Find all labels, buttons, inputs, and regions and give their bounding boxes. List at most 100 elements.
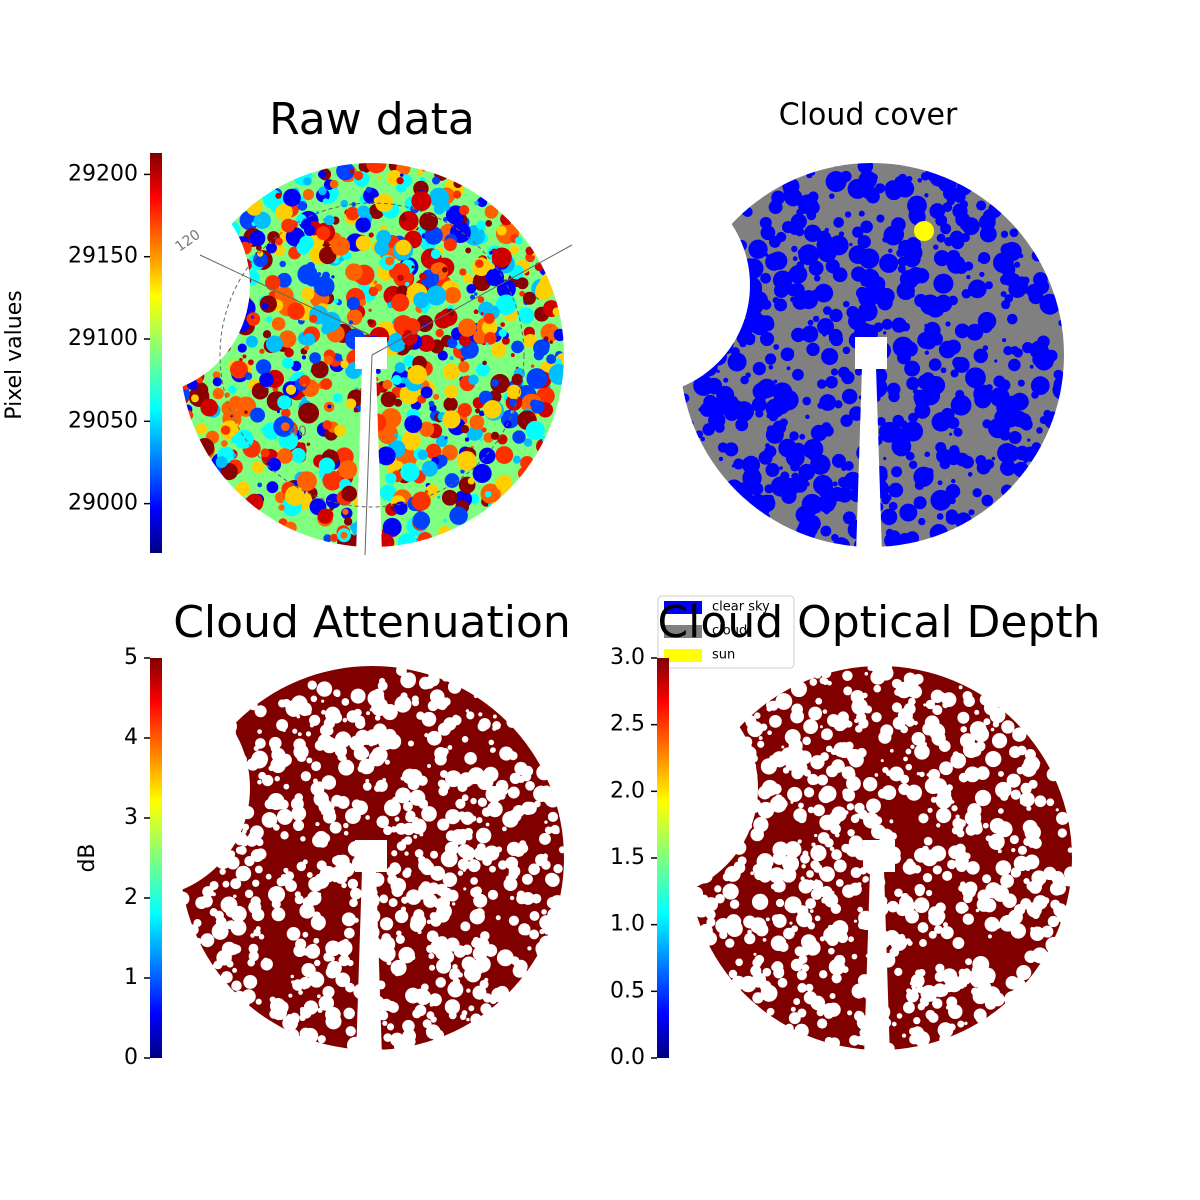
image-blob xyxy=(970,745,982,757)
image-blob xyxy=(257,779,262,785)
image-blob xyxy=(343,830,349,836)
image-blob xyxy=(998,808,1004,814)
image-blob xyxy=(490,747,496,753)
image-blob xyxy=(419,272,427,281)
image-blob xyxy=(481,807,492,817)
image-blob xyxy=(778,941,789,953)
image-blob xyxy=(363,335,384,357)
image-blob xyxy=(349,735,365,751)
image-blob xyxy=(740,375,749,385)
image-blob xyxy=(465,247,472,254)
image-blob xyxy=(181,878,188,885)
image-blob xyxy=(217,290,224,297)
image-blob xyxy=(820,667,832,679)
image-blob xyxy=(769,795,787,813)
image-blob xyxy=(262,330,272,339)
image-blob xyxy=(436,958,452,974)
image-blob xyxy=(535,940,552,957)
image-blob xyxy=(814,283,834,303)
image-blob xyxy=(818,788,833,804)
image-blob xyxy=(330,236,351,256)
image-blob xyxy=(824,227,829,233)
image-blob xyxy=(762,937,767,942)
image-blob xyxy=(445,809,461,825)
image-blob xyxy=(430,263,443,275)
image-blob xyxy=(489,865,496,873)
image-blob xyxy=(817,402,825,409)
image-blob xyxy=(1004,990,1022,1008)
image-blob xyxy=(781,745,785,749)
image-blob xyxy=(759,315,774,330)
sky-image xyxy=(172,658,572,1058)
image-blob xyxy=(430,850,439,859)
image-blob xyxy=(964,766,981,783)
image-blob xyxy=(421,997,426,1002)
colorbar-tick-label: 0 xyxy=(124,1045,138,1070)
image-blob xyxy=(1034,341,1039,346)
image-blob xyxy=(905,531,920,545)
image-blob xyxy=(883,225,904,246)
image-blob xyxy=(212,388,224,400)
image-blob xyxy=(465,709,470,713)
image-blob xyxy=(443,518,448,523)
image-blob xyxy=(395,239,412,256)
image-blob xyxy=(319,724,332,736)
image-blob xyxy=(850,867,862,879)
image-blob xyxy=(484,205,499,219)
image-blob xyxy=(993,921,1002,929)
image-blob xyxy=(936,513,944,520)
image-blob xyxy=(732,827,747,842)
image-blob xyxy=(758,869,772,883)
image-blob xyxy=(961,884,977,899)
image-blob xyxy=(923,836,933,846)
image-blob xyxy=(1008,358,1021,372)
image-blob xyxy=(832,537,851,555)
image-blob xyxy=(466,711,475,720)
image-blob xyxy=(526,368,548,389)
image-blob xyxy=(751,893,769,911)
image-blob xyxy=(266,481,279,494)
image-blob xyxy=(880,837,889,845)
image-blob xyxy=(924,193,929,198)
image-blob xyxy=(961,289,972,299)
image-blob xyxy=(730,846,736,851)
image-blob xyxy=(399,173,404,177)
image-blob xyxy=(245,335,258,348)
image-blob xyxy=(447,337,458,349)
image-blob xyxy=(985,750,1002,768)
image-blob xyxy=(1000,484,1014,497)
image-blob xyxy=(829,992,836,1000)
image-blob xyxy=(306,442,311,447)
image-blob xyxy=(278,330,297,348)
image-blob xyxy=(478,712,483,717)
image-blob xyxy=(911,786,921,796)
image-blob xyxy=(798,802,804,809)
image-blob xyxy=(394,695,412,713)
image-blob xyxy=(496,225,507,236)
image-blob xyxy=(297,732,302,737)
image-blob xyxy=(349,168,355,174)
image-blob xyxy=(725,938,735,948)
image-blob xyxy=(266,242,277,254)
image-blob xyxy=(982,419,992,429)
image-blob xyxy=(268,886,286,903)
image-blob xyxy=(857,906,863,913)
image-blob xyxy=(318,170,327,179)
image-blob xyxy=(323,355,334,365)
image-blob xyxy=(297,200,308,211)
image-blob xyxy=(307,680,317,690)
image-blob xyxy=(933,244,939,250)
image-blob xyxy=(722,832,728,838)
image-blob xyxy=(453,190,462,199)
image-blob xyxy=(935,902,946,913)
image-blob xyxy=(771,963,779,971)
colorbar xyxy=(150,153,162,553)
image-blob xyxy=(478,410,485,417)
image-blob xyxy=(269,1009,279,1019)
image-blob xyxy=(430,1016,437,1023)
image-blob xyxy=(766,514,771,519)
image-blob xyxy=(309,714,321,726)
image-blob xyxy=(1043,411,1062,430)
image-blob xyxy=(995,709,1005,719)
image-blob xyxy=(856,444,874,462)
